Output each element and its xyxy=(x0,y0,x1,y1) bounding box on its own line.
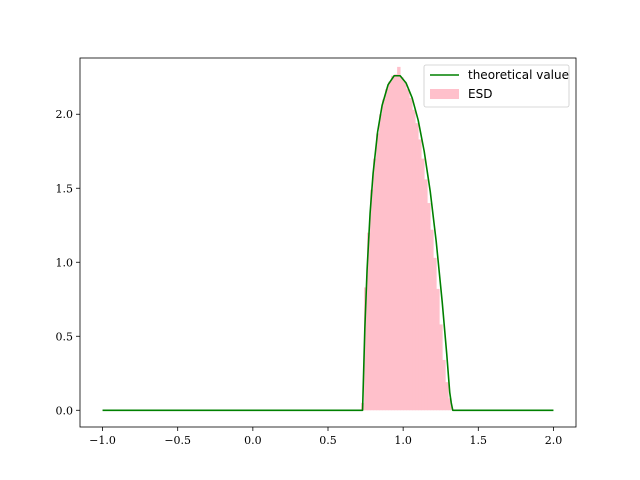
esd-bar xyxy=(376,133,380,411)
x-tick-label: 1.5 xyxy=(470,434,488,447)
x-tick-label: 2.0 xyxy=(545,434,563,447)
esd-bar xyxy=(439,324,443,411)
esd-bar xyxy=(442,359,446,411)
esd-bar xyxy=(364,287,368,411)
esd-bar xyxy=(418,139,422,411)
legend-box xyxy=(423,64,570,108)
esd-bar xyxy=(427,203,431,411)
esd-bar xyxy=(415,123,419,411)
esd-bar xyxy=(409,97,413,411)
legend-label-esd: ESD xyxy=(468,87,492,101)
x-tick-label: 0.5 xyxy=(319,434,337,447)
axis-ticks: −1.0 −0.5 0.0 0.5 1.0 1.5 2.0 0.0 0.5 1.0 1.5 2.0 xyxy=(56,108,563,447)
x-tick-label: −0.5 xyxy=(164,434,191,447)
x-tick-label: 0.0 xyxy=(244,434,262,447)
esd-bar xyxy=(436,288,440,411)
esd-bar xyxy=(424,179,428,411)
esd-bar xyxy=(406,89,410,411)
y-tick-label: 1.0 xyxy=(56,256,74,269)
y-tick-label: 2.0 xyxy=(56,108,74,121)
esd-bar xyxy=(397,66,401,411)
esd-bar xyxy=(403,81,407,411)
theoretical-value-line xyxy=(102,74,554,412)
esd-bar xyxy=(400,77,404,411)
legend-patch-swatch xyxy=(430,89,459,99)
plot-area xyxy=(102,66,554,412)
esd-bar xyxy=(388,81,392,411)
esd-bar xyxy=(394,74,398,411)
x-tick-label: −1.0 xyxy=(89,434,116,447)
esd-bar xyxy=(445,382,449,411)
esd-bar xyxy=(370,189,374,411)
x-tick-label: 1.0 xyxy=(394,434,412,447)
esd-bar xyxy=(379,114,383,411)
legend-label-theoretical: theoretical value xyxy=(468,68,569,82)
y-tick-label: 0.5 xyxy=(56,330,74,343)
esd-bar xyxy=(412,109,416,411)
esd-bar xyxy=(373,158,377,411)
esd-bar xyxy=(421,158,425,411)
esd-bar xyxy=(391,75,395,411)
esd-bar xyxy=(385,89,389,411)
y-tick-label: 1.5 xyxy=(56,182,74,195)
esd-bar xyxy=(430,229,434,411)
esd-bar xyxy=(382,99,386,411)
y-tick-label: 0.0 xyxy=(56,404,74,417)
esd-bar xyxy=(448,398,452,411)
esd-bar xyxy=(367,232,371,411)
legend: theoretical value ESD xyxy=(423,64,570,108)
esd-bar xyxy=(433,257,437,411)
